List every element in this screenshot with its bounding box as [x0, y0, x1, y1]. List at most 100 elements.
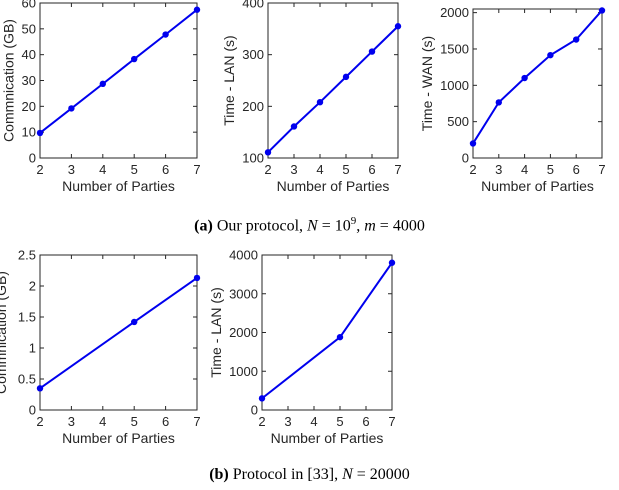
y-axis-title: Time - LAN (s): [208, 287, 224, 377]
y-tick-label: 0: [462, 151, 469, 166]
x-tick-label: 6: [573, 162, 580, 177]
y-tick-label: 30: [22, 73, 36, 88]
series-line: [39, 277, 198, 390]
x-tick-label: 2: [36, 162, 43, 177]
x-tick-label: 4: [316, 162, 323, 177]
y-tick-label: 1000: [440, 78, 469, 93]
x-tick-label: 5: [547, 162, 554, 177]
x-tick-label: 2: [264, 162, 271, 177]
data-point: [68, 105, 75, 112]
y-tick-label: 1.5: [18, 310, 36, 325]
caption-a-n-var: N: [307, 217, 318, 235]
data-point: [193, 274, 201, 282]
plot-frame: [39, 2, 198, 159]
x-tick-label: 3: [495, 162, 502, 177]
x-tick-label: 5: [342, 162, 349, 177]
y-tick-label: 0.5: [18, 372, 36, 387]
x-tick-label: 6: [362, 414, 369, 429]
x-axis-title: Number of Parties: [277, 178, 390, 194]
x-tick-label: 7: [394, 162, 401, 177]
data-point: [336, 333, 344, 341]
caption-b-tag: (b): [209, 466, 229, 483]
y-tick-label: 4000: [229, 248, 258, 263]
y-axis-title: Time - WAN (s): [419, 36, 435, 131]
data-point: [290, 123, 298, 130]
caption-a: (a) Our protocol, N = 109, m = 4000: [0, 215, 619, 235]
chart-panel-1: 2 3 4 5 6 7 0 10 20 30 40 50 60 Number of Parties Comm…: [0, 0, 200, 194]
x-tick-label: 7: [388, 414, 395, 429]
y-axis-title: Commnication (GB): [0, 19, 16, 142]
y-tick-label: 0: [251, 403, 258, 418]
x-tick-label: 2: [469, 162, 476, 177]
plot-frame: [39, 254, 198, 411]
caption-b-n-eq: = 20000: [352, 466, 410, 483]
caption-a-text: Our protocol,: [216, 217, 304, 235]
data-point: [368, 48, 376, 55]
data-point: [162, 31, 169, 38]
chart-panel-2: 2 3 4 5 6 7 100 200 300 400 Number of Parties Time …: [221, 0, 402, 194]
x-axis-title: Number of Parties: [481, 178, 594, 194]
y-tick-label: 1500: [440, 41, 469, 56]
caption-a-n-eq: = 10: [317, 217, 351, 235]
caption-a-sep: ,: [356, 217, 365, 235]
data-point: [598, 7, 606, 14]
x-tick-label: 2: [258, 414, 265, 429]
data-point: [131, 318, 138, 326]
y-tick-label: 100: [242, 151, 264, 166]
x-tick-label: 5: [131, 414, 138, 429]
data-point: [547, 51, 554, 59]
y-tick-label: 10: [22, 125, 36, 140]
x-tick-label: 7: [193, 162, 200, 177]
series-line: [39, 8, 198, 134]
plot-frame: [267, 2, 399, 159]
data-point: [495, 99, 502, 106]
y-tick-label: 2: [29, 279, 36, 294]
x-axis-title: Number of Parties: [271, 430, 384, 446]
caption-a-n-exp: 9: [350, 215, 357, 227]
y-tick-label: 0: [29, 151, 36, 166]
data-point: [258, 395, 266, 402]
plot-frame: [472, 8, 603, 159]
x-tick-label: 6: [162, 162, 169, 177]
y-tick-label: 1000: [229, 364, 258, 379]
data-point: [264, 149, 272, 156]
series-line: [267, 25, 399, 154]
caption-a-m-var: m: [364, 217, 376, 235]
data-point: [469, 140, 477, 147]
x-tick-label: 7: [598, 162, 605, 177]
y-axis-title: Time - LAN (s): [221, 35, 237, 125]
chart-panel-5: 2 3 4 5 6 7 0 1000 2000 3000 4000 Number of Parties…: [208, 248, 396, 447]
caption-a-tag: (a): [194, 217, 213, 235]
chart-panel-3: 2 3 4 5 6 7 0 500 1000 1500 2000 Number of Parties T…: [419, 5, 606, 194]
x-tick-label: 5: [131, 162, 138, 177]
x-tick-label: 3: [68, 414, 75, 429]
y-tick-label: 20: [22, 99, 36, 114]
chart-panel-4: 2 3 4 5 6 7 0 0.5 1 1.5 2 2.5 Number of Parties Commn…: [0, 248, 201, 447]
data-point: [342, 73, 350, 81]
data-point: [388, 259, 396, 266]
series-line: [472, 9, 603, 144]
data-point: [36, 129, 44, 137]
series-line: [261, 262, 393, 400]
data-point: [521, 74, 528, 82]
data-point: [316, 99, 324, 106]
x-axis-title: Number of Parties: [62, 178, 175, 194]
x-tick-label: 3: [68, 162, 75, 177]
data-point: [36, 385, 44, 392]
data-point: [99, 80, 107, 88]
x-tick-label: 7: [193, 414, 200, 429]
caption-a-m-eq: = 4000: [375, 217, 425, 235]
y-tick-label: 500: [447, 114, 469, 129]
y-tick-label: 60: [22, 0, 36, 11]
caption-b-n-var: N: [342, 466, 353, 483]
x-tick-label: 6: [162, 414, 169, 429]
data-point: [573, 36, 580, 43]
y-tick-label: 0: [29, 403, 36, 418]
x-tick-label: 3: [284, 414, 291, 429]
y-tick-label: 50: [22, 21, 36, 36]
x-tick-label: 4: [99, 414, 106, 429]
y-axis-title: Commnication (GB): [0, 271, 9, 394]
x-tick-label: 4: [99, 162, 106, 177]
y-tick-label: 300: [242, 47, 264, 62]
